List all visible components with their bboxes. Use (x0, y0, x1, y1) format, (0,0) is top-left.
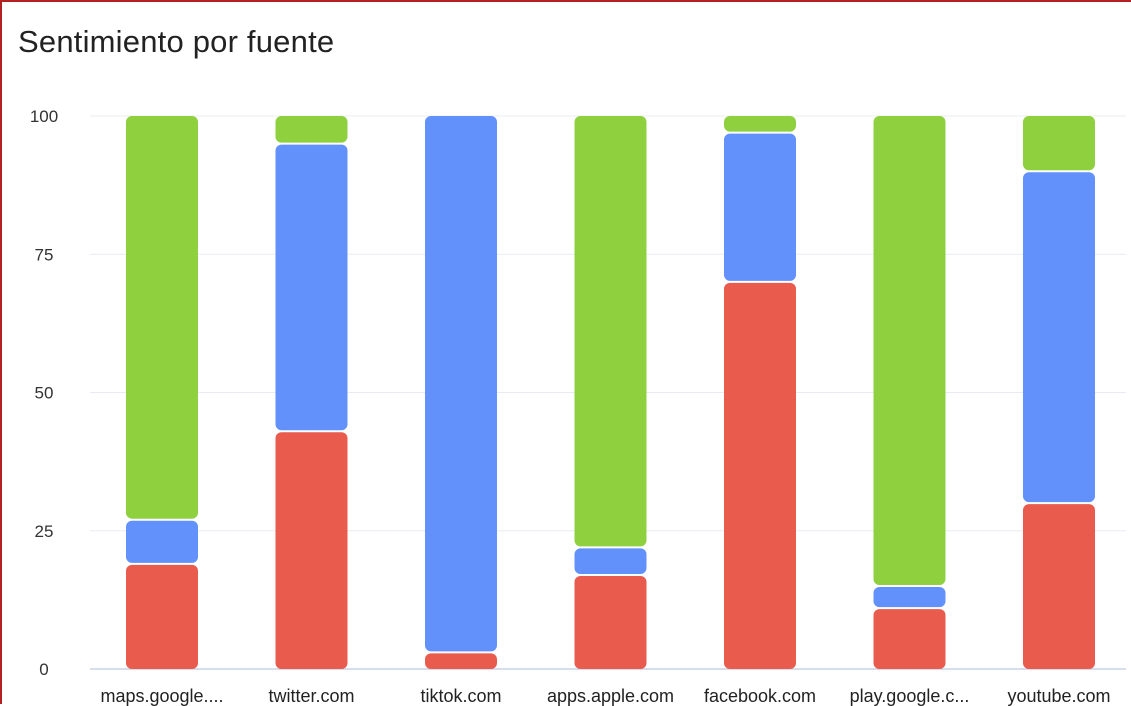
bar-segment[interactable] (275, 116, 348, 143)
bar-segment[interactable] (425, 116, 497, 652)
x-tick-label: maps.google.... (100, 686, 223, 706)
x-axis-ticks: maps.google.... twitter.com tiktok.com apps… (100, 686, 1110, 706)
bar-segment[interactable] (724, 133, 796, 281)
x-tick-label: twitter.com (268, 686, 354, 706)
x-tick-label: facebook.com (704, 686, 816, 706)
y-tick-label: 25 (35, 522, 54, 541)
chart-title: Sentimiento por fuente (18, 24, 335, 59)
bar-segment[interactable] (873, 587, 946, 608)
bar-segment[interactable] (574, 548, 647, 574)
bar-segment[interactable] (574, 575, 647, 669)
bar-segment[interactable] (126, 520, 198, 563)
y-tick-label: 50 (35, 384, 54, 403)
x-tick-label: youtube.com (1007, 686, 1110, 706)
bar-segment[interactable] (1023, 172, 1095, 503)
bar-segment[interactable] (574, 116, 647, 547)
y-tick-label: 75 (35, 245, 54, 264)
bar-segment[interactable] (126, 116, 198, 519)
bar-segment[interactable] (724, 116, 796, 132)
bar-segment[interactable] (873, 609, 946, 669)
bar-segment[interactable] (275, 432, 348, 669)
x-tick-label: tiktok.com (420, 686, 501, 706)
y-axis-ticks: 0 25 50 75 100 (30, 107, 58, 679)
y-tick-label: 100 (30, 107, 58, 126)
bar-segment[interactable] (425, 653, 497, 669)
bar-segment[interactable] (873, 116, 946, 586)
bar-segment[interactable] (1023, 116, 1095, 171)
bar-segment[interactable] (1023, 504, 1095, 669)
x-tick-label: play.google.c... (850, 686, 970, 706)
bar-segment[interactable] (275, 144, 348, 431)
bar-segment[interactable] (724, 282, 796, 669)
y-tick-label: 0 (39, 660, 48, 679)
bars (126, 116, 1095, 669)
bar-segment[interactable] (126, 564, 198, 669)
x-tick-label: apps.apple.com (547, 686, 674, 706)
